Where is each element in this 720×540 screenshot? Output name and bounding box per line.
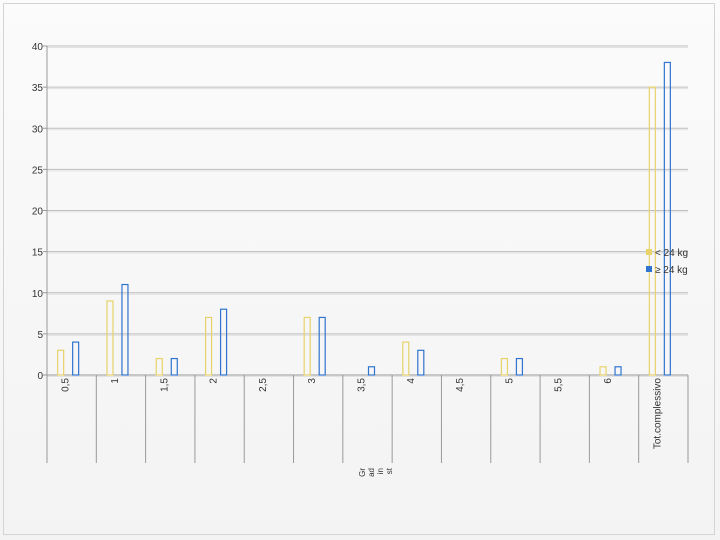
bars: [57, 61, 671, 376]
gridlines: [47, 45, 688, 377]
x-axis-title-part: in: [376, 468, 385, 474]
x-axis-tick-labels: 0,5 1 1,5 2 2,5 3 3,5 4 4,5 5 5,5 6 Tot.complessivo: [61, 378, 664, 450]
legend: < 24 kg ≥ 24 kg: [646, 248, 688, 276]
bar: [417, 349, 425, 376]
x-tick-label: 5: [504, 378, 515, 384]
bar: [106, 300, 114, 376]
y-tick-label: 20: [32, 207, 44, 218]
y-tick-label: 10: [32, 289, 44, 300]
bar: [648, 86, 656, 376]
y-tick-label: 30: [32, 124, 44, 135]
bar: [663, 61, 671, 376]
bar: [170, 357, 178, 376]
bar: [121, 283, 129, 376]
bar: [204, 316, 213, 376]
legend-swatch: [646, 266, 652, 272]
bar: [599, 366, 607, 376]
bar: [303, 316, 311, 376]
bar: [402, 341, 410, 376]
x-axis-title: Gr ad in st: [358, 467, 394, 477]
bar: [500, 357, 509, 376]
x-axis-title-part: ad: [367, 468, 376, 477]
bar: [367, 366, 376, 376]
y-tick-label: 15: [32, 248, 44, 259]
legend-swatch: [646, 249, 652, 255]
x-tick-label: 4,5: [455, 378, 466, 392]
x-axis-title-part: Gr: [358, 468, 367, 477]
x-tick-label: 3,5: [357, 378, 368, 392]
bar: [318, 316, 326, 376]
y-tick-label: 40: [32, 42, 44, 53]
x-axis-title-part: st: [385, 467, 394, 474]
x-tick-label: 2,5: [258, 378, 269, 392]
y-tick-label: 25: [32, 165, 44, 176]
x-tick-label: 4: [406, 378, 417, 384]
legend-label: ≥ 24 kg: [655, 265, 688, 276]
x-tick-label: Tot.complessivo: [652, 378, 663, 450]
bar: [155, 357, 163, 376]
bar: [614, 366, 622, 376]
y-tick-label: 35: [32, 83, 44, 94]
x-tick-label: 5,5: [554, 378, 565, 392]
legend-label: < 24 kg: [655, 248, 688, 259]
bar: [57, 349, 65, 376]
y-tick-label: 5: [37, 330, 43, 341]
x-axis: [46, 46, 689, 463]
x-tick-label: 3: [307, 378, 318, 384]
bar: [219, 308, 228, 376]
x-tick-label: 1,5: [159, 378, 170, 392]
bar: [515, 357, 524, 376]
x-tick-label: 1: [110, 378, 121, 384]
y-tick-label: 0: [37, 371, 43, 382]
x-tick-label: 0,5: [61, 378, 72, 392]
y-axis-ticks: 0 5 10 15 20 25 30 35 40: [32, 42, 47, 382]
x-tick-label: 2: [209, 378, 220, 384]
x-tick-label: 6: [603, 378, 614, 384]
bar: [72, 341, 80, 376]
